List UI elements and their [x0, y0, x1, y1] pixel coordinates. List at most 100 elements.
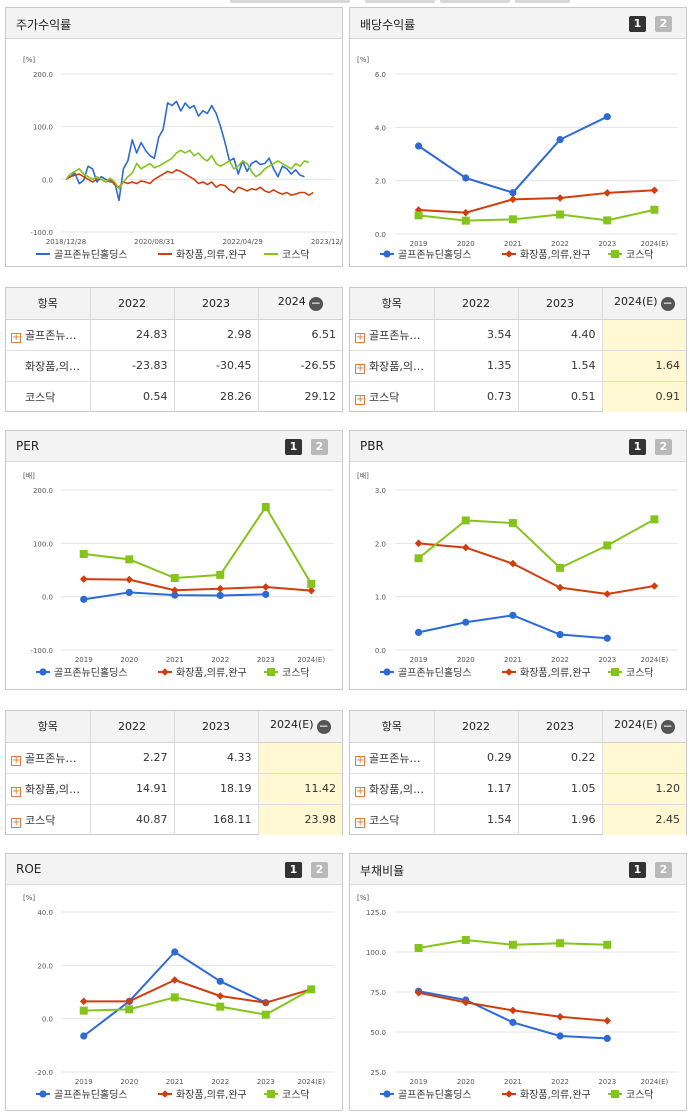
y-tick-label: 75.0 — [370, 989, 386, 997]
expand-icon[interactable]: + — [355, 331, 365, 343]
chart-mode-1-button[interactable]: 1 — [285, 862, 302, 878]
data-point — [509, 1006, 517, 1015]
expand-icon[interactable]: + — [355, 362, 365, 374]
debt-ratio-panel: 부채비율 1 2 [%] 125.0 100.0 75.0 50.0 25.0 2019 20… — [349, 853, 687, 1111]
col-header: 항목 — [350, 288, 435, 320]
chart-mode-2-button[interactable]: 2 — [655, 862, 672, 878]
chart-mode-2-button[interactable]: 2 — [655, 16, 672, 32]
collapse-icon[interactable]: − — [316, 719, 331, 735]
data-point — [79, 550, 88, 558]
table-header: 항목 2022 2023 2024− — [6, 288, 342, 320]
expand-icon[interactable]: + — [11, 754, 21, 766]
series-line — [418, 115, 608, 194]
expand-icon[interactable]: + — [355, 816, 365, 828]
panel-header: 배당수익률 1 2 — [350, 8, 686, 39]
col-header: 2023 — [174, 711, 259, 743]
legend-label: 화장품,의류,완구 — [176, 249, 247, 261]
expand-icon[interactable]: + — [355, 754, 365, 766]
col-header: 2022 — [434, 288, 519, 320]
data-point — [216, 591, 224, 600]
data-point — [125, 1005, 134, 1014]
data-point — [556, 210, 565, 219]
series-골프존뉴딘홀딩스 — [414, 611, 611, 642]
y-tick-label: 50.0 — [370, 1029, 386, 1037]
chart-mode-1-button[interactable]: 1 — [285, 439, 302, 455]
x-tick-label: 2019 — [75, 1078, 93, 1086]
chart-mode-2-button[interactable]: 2 — [311, 862, 328, 878]
chart-mode-1-button[interactable]: 1 — [629, 862, 646, 878]
table-row: + 코스닥 0.73 0.51 0.91 — [350, 381, 686, 412]
data-point — [556, 939, 565, 948]
chart-mode-2-button[interactable]: 2 — [655, 439, 672, 455]
table-cell: 23.98 — [258, 804, 342, 835]
chart-mode-1-button[interactable]: 1 — [629, 439, 646, 455]
expand-icon[interactable]: + — [11, 785, 21, 797]
x-tick-label: 2018/12/28 — [46, 238, 86, 246]
unit-label: [%] — [357, 894, 369, 902]
data-point — [414, 628, 423, 636]
series-골프존뉴딘홀딩스 — [65, 100, 305, 202]
data-point — [267, 1090, 275, 1098]
unit-label: [%] — [23, 56, 35, 64]
y-tick-label: 200.0 — [33, 71, 53, 79]
col-header-with-toggle: 2024(E) − — [258, 711, 342, 743]
y-tick-label: -100.0 — [30, 229, 53, 237]
legend: 골프존뉴딘홀딩스 화장품,의류,완구 코스닥 — [36, 1088, 310, 1101]
data-point — [125, 997, 134, 1006]
table-cell: -23.83 — [90, 350, 175, 382]
data-point — [307, 586, 316, 595]
series-코스닥 — [414, 205, 659, 225]
data-point — [161, 1090, 169, 1098]
col-header-with-toggle: 2024(E) − — [602, 288, 686, 320]
expand-icon[interactable]: + — [11, 816, 21, 828]
y-tick-label: 3.0 — [375, 487, 386, 495]
data-point — [461, 516, 470, 525]
data-point — [216, 1002, 225, 1011]
table-cell: 4.33 — [174, 742, 259, 774]
data-point — [650, 205, 659, 214]
row-name: 골프존뉴… — [25, 328, 77, 342]
data-point — [80, 595, 88, 603]
y-tick-label: 0.0 — [375, 647, 386, 655]
table-cell: 11.42 — [258, 773, 342, 805]
chart-mode-1-button[interactable]: 1 — [629, 16, 646, 32]
table-cell: 0.22 — [518, 742, 603, 774]
collapse-icon[interactable]: − — [660, 296, 675, 312]
expand-icon[interactable]: + — [355, 785, 365, 797]
data-point — [414, 554, 423, 563]
pbr-chart: [배] 3.0 2.0 1.0 0.0 2019 2020 2021 2022 2023 2024(… — [357, 471, 678, 679]
table-cell: 6.51 — [258, 319, 342, 351]
legend-label: 화장품,의류,완구 — [176, 1089, 247, 1101]
data-point — [461, 208, 470, 217]
table-header: 항목 2022 2023 2024(E) − — [6, 711, 342, 743]
data-point — [505, 250, 513, 258]
collapse-icon[interactable]: − — [308, 296, 323, 312]
table-cell — [602, 319, 686, 351]
data-point — [509, 1018, 517, 1026]
chart-mode-2-button[interactable]: 2 — [311, 439, 328, 455]
expand-icon[interactable]: + — [355, 393, 365, 405]
y-tick-label: 0.0 — [375, 231, 386, 239]
table-cell — [602, 742, 686, 774]
collapse-icon[interactable]: − — [660, 719, 675, 735]
x-tick-label: 2019 — [75, 656, 93, 664]
data-point — [508, 519, 517, 528]
data-point — [462, 618, 470, 626]
row-name-cell: + 코스닥 — [350, 381, 435, 412]
data-point — [170, 976, 179, 984]
series-화장품,의류,완구 — [79, 575, 316, 595]
legend-label: 코스닥 — [626, 249, 654, 261]
table-cell: 1.54 — [434, 804, 519, 835]
table-cell: 1.96 — [518, 804, 603, 835]
table-cell: 29.12 — [304, 390, 337, 404]
panel-title: PER — [16, 439, 40, 453]
expand-icon[interactable]: + — [11, 331, 21, 343]
x-tick-label: 2022 — [551, 240, 569, 248]
row-name: 화장품,의… — [369, 782, 424, 796]
data-point — [505, 668, 513, 676]
x-tick-label: 2021 — [166, 1078, 184, 1086]
panel-title: ROE — [16, 862, 42, 876]
data-point — [414, 989, 423, 997]
data-point — [509, 189, 517, 197]
x-tick-label: 2023 — [598, 656, 616, 664]
